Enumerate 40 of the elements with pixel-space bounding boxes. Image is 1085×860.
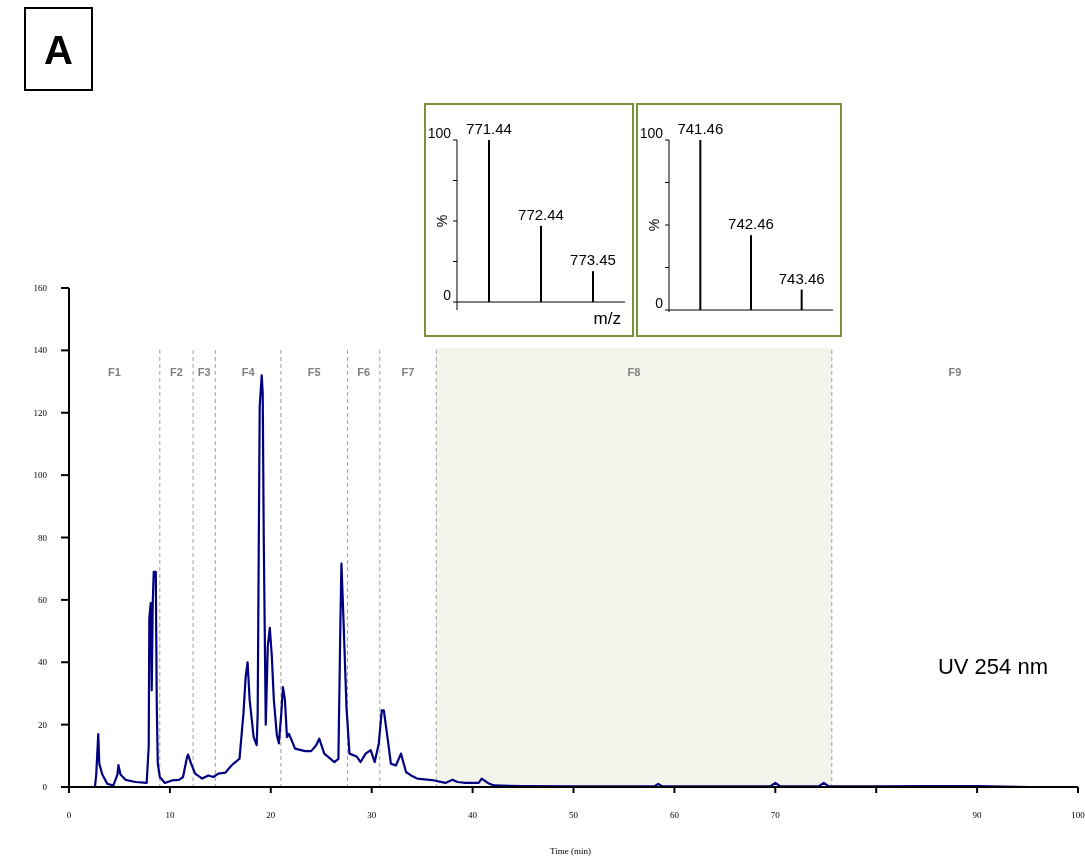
annotation: F3	[197, 366, 211, 378]
x-tick-label: 10	[165, 810, 175, 820]
y-tick-label: 40	[38, 657, 48, 668]
y-tick-label: 60	[38, 594, 48, 605]
y-axis-title: %	[434, 214, 450, 228]
x-tick-label: 30	[367, 810, 377, 820]
annotation: F6	[357, 366, 371, 378]
annotation: 741.46	[677, 120, 724, 137]
annotation: 772.44	[518, 205, 564, 223]
y-axis-title: %	[646, 218, 662, 232]
chart-title: A	[44, 28, 73, 72]
x-axis-title: m/z	[593, 309, 621, 328]
annotation: 773.45	[570, 251, 616, 269]
annotation: F7	[401, 366, 415, 378]
y-tick-label: 80	[38, 532, 48, 543]
annotation: UV 254 nm	[937, 654, 1048, 680]
annotation: 743.46	[778, 269, 825, 287]
x-tick-label: 40	[468, 810, 478, 820]
y-tick-label: 120	[33, 407, 48, 418]
annotation: F5	[307, 366, 321, 378]
annotation: F9	[948, 366, 962, 378]
x-tick-label: 90	[972, 810, 983, 820]
y-tick-label: 100	[33, 470, 48, 481]
annotation: 742.46	[728, 215, 774, 233]
x-tick-label: 20	[266, 810, 276, 820]
annotation: F1	[107, 366, 121, 378]
y-tick-label: 0	[42, 782, 48, 792]
y-tick-label: 160	[33, 283, 48, 293]
annotation: F2	[170, 366, 183, 378]
x-tick-label: 70	[770, 810, 781, 820]
annotation: F8	[627, 366, 641, 378]
y-tick-label: 140	[33, 345, 48, 356]
x-axis-title: Time (min)	[550, 846, 591, 856]
x-tick-label: 100	[1071, 810, 1085, 820]
annotation: 771.44	[466, 120, 512, 137]
x-tick-label: 50	[569, 810, 579, 820]
annotation: F4	[241, 366, 256, 378]
x-tick-label: 0	[66, 810, 72, 820]
y-tick-label: 20	[38, 719, 48, 730]
x-tick-label: 60	[669, 810, 680, 820]
